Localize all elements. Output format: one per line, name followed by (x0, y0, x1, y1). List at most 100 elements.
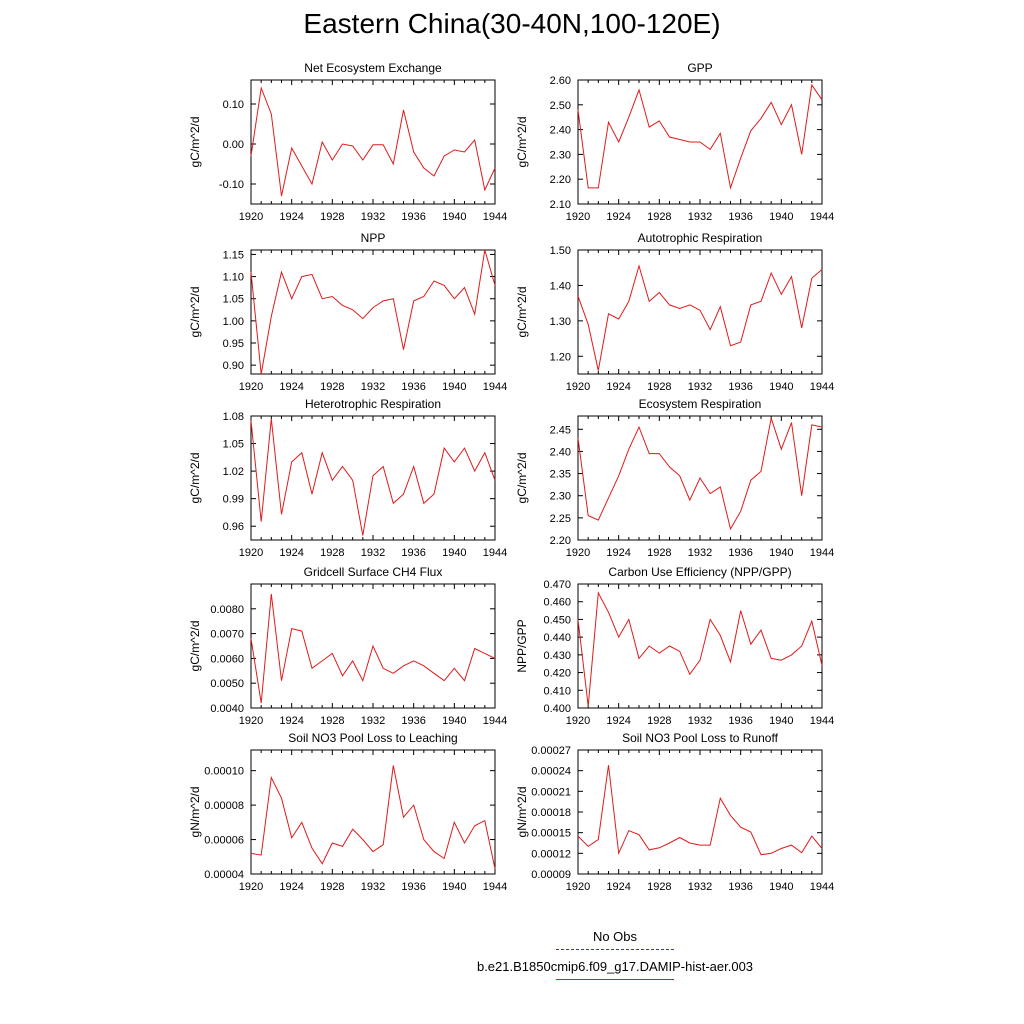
x-tick-label: 1944 (483, 381, 507, 393)
x-tick-label: 1932 (688, 381, 712, 393)
y-tick-label: 1.30 (550, 316, 571, 328)
x-tick-label: 1924 (279, 881, 303, 893)
x-tick-label: 1928 (320, 881, 344, 893)
y-tick-label: 0.00018 (531, 807, 571, 819)
y-tick-label: 1.05 (223, 439, 244, 451)
x-tick-label: 1932 (688, 715, 712, 727)
x-tick-label: 1936 (728, 715, 752, 727)
y-tick-label: 2.35 (550, 469, 571, 481)
x-tick-label: 1940 (442, 715, 466, 727)
series-line (250, 86, 496, 197)
y-axis-label: gC/m^2/d (188, 621, 202, 672)
x-tick-label: 1924 (279, 547, 303, 559)
x-tick-label: 1920 (239, 547, 263, 559)
y-tick-label: 0.420 (543, 668, 571, 680)
panel-5: Heterotrophic Respiration gC/m^2/d 1920 192… (188, 397, 507, 559)
y-tick-label: 0.00012 (531, 848, 571, 860)
x-tick-label: 1924 (606, 381, 630, 393)
series-line (250, 249, 496, 375)
y-axis-label: gN/m^2/d (188, 787, 202, 838)
x-tick-label: 1940 (442, 547, 466, 559)
series-line (577, 765, 823, 856)
x-tick-label: 1928 (647, 547, 671, 559)
x-tick-label: 1924 (606, 715, 630, 727)
y-tick-label: 0.00021 (531, 786, 571, 798)
series-line (577, 264, 823, 371)
x-tick-label: 1924 (279, 715, 303, 727)
plot-frame (250, 79, 496, 205)
panel-title: NPP (361, 231, 386, 245)
legend-line-model-run (556, 979, 674, 980)
x-tick-label: 1928 (647, 381, 671, 393)
x-tick-label: 1920 (566, 547, 590, 559)
x-tick-label: 1932 (361, 715, 385, 727)
panel-9: Soil NO3 Pool Loss to Leaching gN/m^2/d 19… (188, 731, 507, 893)
panel-title: Carbon Use Efficiency (NPP/GPP) (608, 565, 791, 579)
panel-title: Net Ecosystem Exchange (304, 61, 442, 75)
series-line (577, 83, 823, 190)
x-tick-label: 1924 (606, 881, 630, 893)
panel-4: Autotrophic Respiration gC/m^2/d 1920 1924 1… (515, 231, 834, 393)
x-tick-label: 1944 (810, 211, 834, 223)
x-tick-label: 1944 (483, 881, 507, 893)
x-tick-label: 1932 (361, 211, 385, 223)
panel-title: Soil NO3 Pool Loss to Leaching (288, 731, 457, 745)
x-tick-label: 1944 (810, 715, 834, 727)
x-tick-label: 1932 (361, 547, 385, 559)
y-tick-label: 0.00010 (204, 766, 244, 778)
y-axis-label: gC/m^2/d (188, 287, 202, 338)
y-tick-label: -0.10 (219, 179, 244, 191)
y-axis-label: NPP/GPP (515, 619, 529, 672)
x-tick-label: 1920 (239, 715, 263, 727)
y-tick-label: 0.410 (543, 685, 571, 697)
x-tick-label: 1928 (647, 881, 671, 893)
figure-title: Eastern China(30-40N,100-120E) (303, 8, 721, 39)
x-tick-label: 1920 (566, 715, 590, 727)
x-tick-label: 1936 (401, 211, 425, 223)
x-tick-label: 1920 (566, 211, 590, 223)
y-tick-label: 2.30 (550, 491, 571, 503)
x-tick-label: 1920 (239, 211, 263, 223)
panel-3: NPP gC/m^2/d 1920 1924 1928 1932 1936 1940 1944 0… (188, 231, 507, 393)
y-tick-label: 2.10 (550, 199, 571, 211)
y-tick-label: 2.45 (550, 424, 571, 436)
panel-2: GPP gC/m^2/d 1920 1924 1928 1932 1936 1940 1944 2… (515, 61, 834, 223)
x-tick-label: 1944 (483, 715, 507, 727)
y-axis-label: gC/m^2/d (188, 117, 202, 168)
y-axis-label: gC/m^2/d (515, 117, 529, 168)
y-tick-label: 2.30 (550, 149, 571, 161)
y-tick-label: 0.99 (223, 494, 244, 506)
y-tick-label: 1.02 (223, 466, 244, 478)
y-axis-label: gC/m^2/d (188, 453, 202, 504)
x-tick-label: 1936 (728, 881, 752, 893)
plot-frame (577, 749, 823, 875)
panel-title: Heterotrophic Respiration (305, 397, 441, 411)
y-tick-label: 1.00 (223, 316, 244, 328)
y-tick-label: 2.60 (550, 75, 571, 87)
x-tick-label: 1920 (566, 881, 590, 893)
y-tick-label: 0.0050 (210, 678, 244, 690)
y-tick-label: 2.20 (550, 174, 571, 186)
x-tick-label: 1920 (566, 381, 590, 393)
panel-title: Autotrophic Respiration (638, 231, 763, 245)
y-tick-label: 0.0080 (210, 604, 244, 616)
x-tick-label: 1940 (769, 715, 793, 727)
y-tick-label: 1.20 (550, 351, 571, 363)
x-tick-label: 1940 (442, 881, 466, 893)
y-tick-label: 0.00004 (204, 869, 244, 881)
x-tick-label: 1940 (769, 381, 793, 393)
legend: No Obs b.e21.B1850cmip6.f09_g17.DAMIP-hi… (440, 928, 790, 988)
x-tick-label: 1936 (728, 547, 752, 559)
y-tick-label: 1.15 (223, 249, 244, 261)
y-axis-label: gC/m^2/d (515, 453, 529, 504)
y-tick-label: 0.00 (223, 139, 244, 151)
x-tick-label: 1936 (401, 381, 425, 393)
x-tick-label: 1924 (279, 211, 303, 223)
plot-frame (577, 583, 823, 709)
x-tick-label: 1920 (239, 881, 263, 893)
y-tick-label: 2.40 (550, 446, 571, 458)
y-tick-label: 2.20 (550, 535, 571, 547)
x-tick-label: 1944 (810, 547, 834, 559)
x-tick-label: 1936 (401, 547, 425, 559)
